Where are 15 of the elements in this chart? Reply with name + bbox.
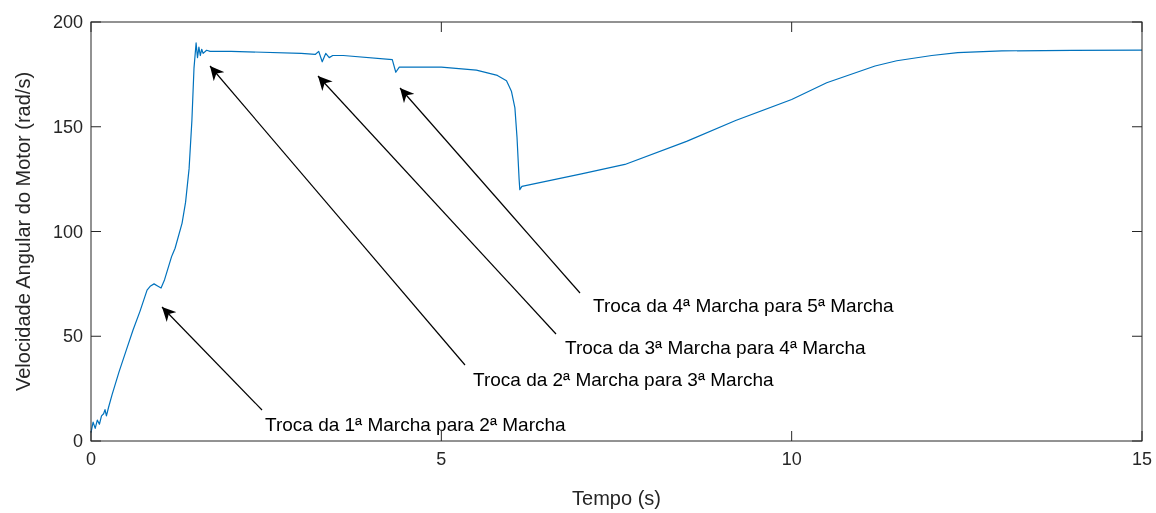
y-tick-label: 150 <box>52 116 83 137</box>
annotation: Troca da 3ª Marcha para 4ª Marcha <box>565 337 867 358</box>
y-tick-label: 200 <box>52 12 83 32</box>
x-axis-title: Tempo (s) <box>572 487 661 509</box>
x-tick-label: 15 <box>1131 449 1153 469</box>
x-tick-label: 0 <box>85 449 97 469</box>
annotation: Troca da 1ª Marcha para 2ª Marcha <box>265 414 567 435</box>
annotation: Troca da 4ª Marcha para 5ª Marcha <box>593 295 895 316</box>
annotation: Troca da 2ª Marcha para 3ª Marcha <box>473 369 775 390</box>
x-tick-label: 5 <box>436 449 447 469</box>
y-tick-label: 50 <box>62 326 83 347</box>
y-axis-title: Velocidade Angular do Motor (rad/s) <box>12 71 34 392</box>
x-tick-label: 10 <box>781 449 802 469</box>
y-tick-label: 0 <box>72 431 83 451</box>
y-tick-label: 100 <box>52 221 83 242</box>
